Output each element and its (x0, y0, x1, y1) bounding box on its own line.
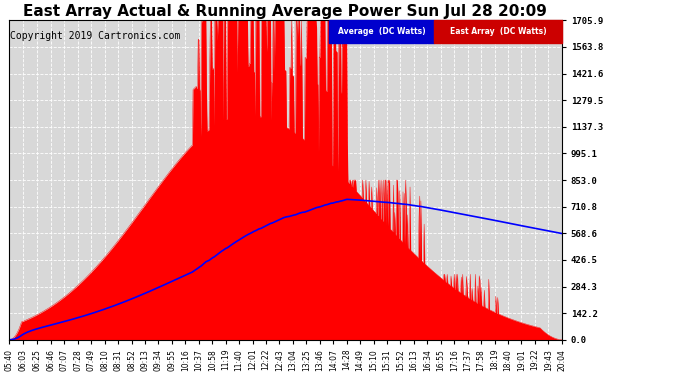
Text: Copyright 2019 Cartronics.com: Copyright 2019 Cartronics.com (10, 32, 181, 41)
Title: East Array Actual & Running Average Power Sun Jul 28 20:09: East Array Actual & Running Average Powe… (23, 4, 547, 19)
